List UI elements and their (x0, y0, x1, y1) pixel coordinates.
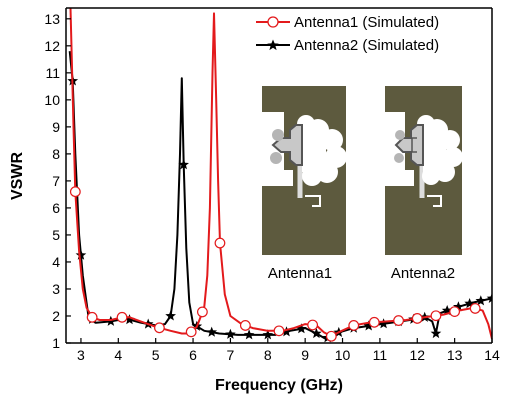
data-point-antenna1 (325, 330, 337, 342)
data-point-antenna1 (273, 325, 285, 337)
y-tick-label: 6 (52, 200, 60, 216)
x-tick-label: 4 (114, 347, 122, 363)
data-point-antenna1 (393, 315, 404, 326)
data-point-antenna2 (486, 292, 492, 303)
x-tick-label: 13 (447, 347, 463, 363)
x-tick-label: 6 (189, 347, 197, 363)
legend-entry-antenna2: Antenna2 (Simulated) (256, 37, 439, 54)
inset-antenna2: Antenna2 (385, 86, 463, 282)
axes (65, 7, 493, 344)
data-point-antenna2 (378, 318, 389, 329)
data-point-antenna1 (86, 311, 98, 323)
x-tick-label: 7 (227, 347, 235, 363)
y-tick-label: 12 (44, 38, 60, 54)
data-point-antenna2 (75, 249, 87, 260)
data-point-antenna2 (430, 327, 442, 339)
x-tick-label: 3 (77, 347, 85, 363)
data-point-antenna2 (178, 159, 189, 170)
inset-antenna1: Antenna1 (262, 86, 347, 282)
y-tick-label: 10 (44, 92, 60, 108)
antenna2-feed-stub (427, 195, 442, 207)
data-point-antenna1 (239, 320, 251, 331)
data-point-antenna2 (363, 320, 374, 331)
data-point-antenna2 (124, 314, 135, 325)
series-line-1 (69, 8, 492, 340)
y-tick-label: 3 (52, 281, 60, 297)
series-1 (69, 8, 492, 342)
legend-label-antenna2: Antenna2 (Simulated) (294, 37, 439, 54)
data-point-antenna2 (464, 298, 475, 309)
data-point-antenna1 (214, 237, 226, 249)
data-point-antenna1 (449, 306, 461, 317)
x-tick-label: 9 (301, 347, 309, 363)
x-tick-label: 5 (152, 347, 160, 363)
x-tick-label: 11 (373, 347, 388, 363)
data-point-antenna2 (206, 326, 218, 337)
antenna2-left-lobe-2 (394, 153, 404, 163)
x-tick-label: 8 (264, 347, 272, 363)
x-tick-label: 10 (335, 347, 351, 363)
y-tick-label: 1 (52, 335, 60, 351)
data-point-antenna1 (196, 306, 208, 318)
y-axis-title: VSWR (9, 152, 26, 200)
legend: Antenna1 (Simulated) Antenna2 (Simulated… (256, 14, 439, 54)
data-point-antenna2 (453, 301, 464, 312)
data-point-antenna2 (296, 323, 307, 334)
data-point-antenna1 (154, 322, 165, 334)
antenna2-flower-core (423, 128, 446, 172)
data-point-antenna1 (469, 303, 481, 314)
x-tick-label: 14 (484, 347, 500, 363)
antenna1-left-lobe-2 (270, 152, 282, 164)
y-tick-label: 2 (52, 308, 60, 324)
inset-label-antenna2: Antenna2 (391, 265, 455, 282)
data-point-antenna2 (165, 310, 176, 321)
data-point-antenna2 (281, 326, 292, 337)
data-point-antenna1 (368, 316, 380, 328)
antenna2-left-lobe-1 (395, 130, 405, 140)
data-point-antenna1 (411, 313, 423, 324)
data-point-antenna2 (243, 329, 255, 340)
data-point-antenna2 (225, 328, 236, 339)
data-point-antenna1 (185, 326, 197, 338)
y-tick-label: 8 (52, 146, 60, 162)
antenna1-left-lobe-1 (272, 129, 284, 141)
data-point-antenna2 (441, 305, 453, 316)
antenna1-feed-stub (305, 195, 321, 207)
x-ticks: 3 4 5 6 7 8 9 10 11 12 13 14 (77, 338, 500, 363)
y-tick-label: 9 (52, 119, 60, 135)
data-point-antenna1 (116, 311, 128, 323)
data-point-antenna1 (430, 310, 442, 322)
antenna2-slot (411, 137, 417, 153)
data-point-antenna2 (311, 327, 322, 339)
y-tick-label: 7 (52, 173, 60, 189)
x-tick-label: 12 (409, 347, 425, 363)
data-point-antenna2 (475, 295, 487, 306)
antenna1-flower-lobe-2 (321, 129, 343, 151)
y-tick-label: 11 (45, 65, 60, 81)
y-tick-label: 5 (52, 227, 60, 243)
data-point-antenna1 (307, 319, 319, 331)
antenna1-flower-core (302, 128, 326, 172)
y-tick-label: 13 (44, 11, 60, 27)
data-point-antenna1 (348, 320, 360, 331)
x-axis-title: Frequency (GHz) (215, 377, 343, 394)
legend-label-antenna1: Antenna1 (Simulated) (294, 14, 439, 31)
legend-marker-antenna1 (267, 16, 279, 28)
y-tick-label: 4 (52, 254, 60, 270)
antenna1-patch (271, 124, 303, 166)
antenna2-patch (394, 124, 424, 166)
inset-label-antenna1: Antenna1 (268, 265, 332, 282)
legend-entry-antenna1: Antenna1 (Simulated) (256, 14, 439, 31)
legend-marker-antenna2 (267, 39, 279, 51)
plot-area (67, 8, 492, 343)
data-point-antenna2 (262, 329, 274, 340)
data-point-antenna1 (69, 186, 81, 198)
antenna2-flower-lobe-3 (443, 147, 463, 167)
